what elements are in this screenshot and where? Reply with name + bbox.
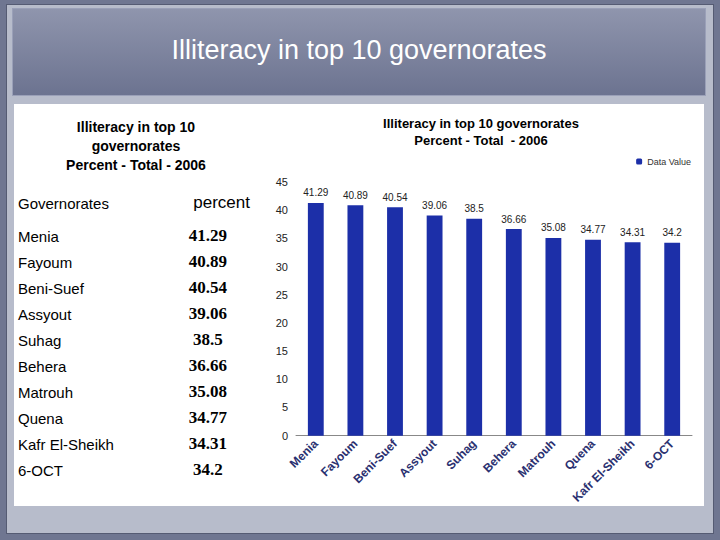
svg-text:Menia: Menia xyxy=(287,436,321,470)
svg-text:Behera: Behera xyxy=(480,436,519,475)
html-text:38.5: 38.5 xyxy=(193,330,223,349)
html-text:Behera: Behera xyxy=(18,357,67,375)
svg-text:Matrouh: Matrouh xyxy=(515,437,558,480)
html-text:Governorates: Governorates xyxy=(18,194,109,212)
svg-text:41.29: 41.29 xyxy=(303,187,328,198)
svg-text:34.77: 34.77 xyxy=(580,224,605,235)
svg-text:Beni-Suef: Beni-Suef xyxy=(350,436,400,486)
svg-text:39.06: 39.06 xyxy=(422,200,447,211)
svg-text:34.2: 34.2 xyxy=(662,227,682,238)
html-text:40.54: 40.54 xyxy=(188,278,228,297)
svg-text:0: 0 xyxy=(282,430,288,442)
html-text:34.2: 34.2 xyxy=(193,460,223,479)
html-text:percent: percent xyxy=(193,193,250,212)
html-text:Kafr El-Sheikh: Kafr El-Sheikh xyxy=(18,435,114,453)
html-text:34.77: 34.77 xyxy=(188,408,228,427)
svg-text:20: 20 xyxy=(276,317,288,329)
html-text:Quena: Quena xyxy=(18,409,63,427)
html-text:Percent - Total - 2006: Percent - Total - 2006 xyxy=(66,157,206,173)
svg-text:Kafr El-Sheikh: Kafr El-Sheikh xyxy=(570,437,638,505)
svg-text:36.66: 36.66 xyxy=(501,214,526,225)
svg-text:30: 30 xyxy=(276,261,288,273)
svg-text:6-OCT: 6-OCT xyxy=(642,436,678,472)
html-text:governorates: governorates xyxy=(91,138,181,154)
svg-text:38.5: 38.5 xyxy=(464,203,484,214)
svg-text:35.08: 35.08 xyxy=(541,222,566,233)
svg-text:10: 10 xyxy=(276,373,288,385)
svg-text:Assyout: Assyout xyxy=(396,437,439,480)
html-text:35.08: 35.08 xyxy=(188,382,228,401)
html-text:Suhag: Suhag xyxy=(18,331,62,349)
svg-text:40.89: 40.89 xyxy=(343,190,368,201)
html-text:Beni-Suef: Beni-Suef xyxy=(18,279,84,297)
html-text:34.31: 34.31 xyxy=(188,434,228,453)
svg-text:35: 35 xyxy=(276,232,288,244)
svg-text:Data Value: Data Value xyxy=(647,157,691,167)
html-text:40.89: 40.89 xyxy=(188,252,228,271)
svg-text:40.54: 40.54 xyxy=(382,192,407,203)
svg-text:Quena: Quena xyxy=(562,436,599,473)
html-text:6-OCT: 6-OCT xyxy=(18,461,63,479)
svg-text:Fayoum: Fayoum xyxy=(318,436,361,480)
svg-text:25: 25 xyxy=(276,289,288,301)
svg-text:Percent - Total - 2006: Percent - Total - 2006 xyxy=(414,133,547,148)
svg-text:45: 45 xyxy=(276,176,288,188)
html-text:Illiteracy in top 10 governora: Illiteracy in top 10 governorates xyxy=(171,35,547,65)
html-text:39.06: 39.06 xyxy=(188,304,228,323)
svg-text:34.31: 34.31 xyxy=(620,227,645,238)
html-text:Menia: Menia xyxy=(18,227,59,245)
svg-text:40: 40 xyxy=(276,204,288,216)
html-text:Assyout: Assyout xyxy=(18,305,72,323)
html-text:Matrouh: Matrouh xyxy=(18,383,73,401)
svg-text:15: 15 xyxy=(276,345,288,357)
svg-text:5: 5 xyxy=(282,401,288,413)
svg-text:Illiteracy in top 10 governora: Illiteracy in top 10 governorates xyxy=(383,116,579,131)
html-text:Fayoum: Fayoum xyxy=(18,253,73,271)
html-text:Illiteracy in top 10: Illiteracy in top 10 xyxy=(76,119,196,135)
html-text:36.66: 36.66 xyxy=(188,356,228,375)
svg-text:Suhag: Suhag xyxy=(443,437,479,473)
html-text:41.29: 41.29 xyxy=(188,226,228,245)
